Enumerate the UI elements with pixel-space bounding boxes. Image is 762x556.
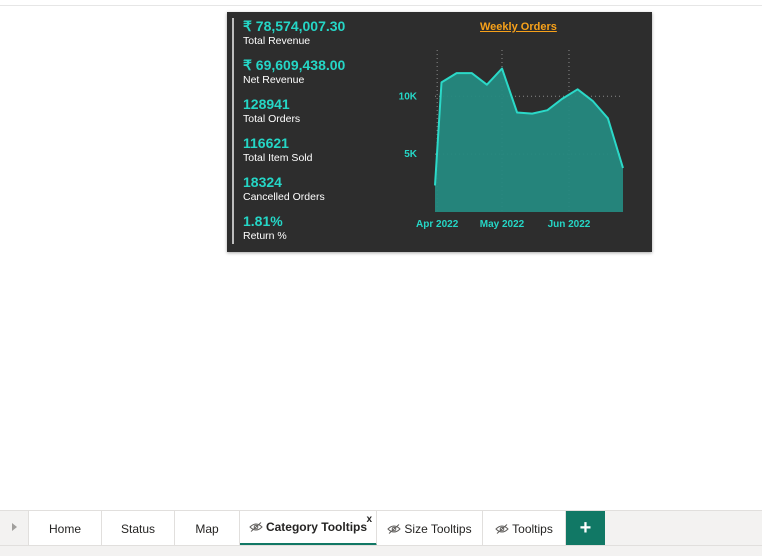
kpi-total-item-sold: 116621 Total Item Sold xyxy=(243,135,312,165)
data-point xyxy=(456,72,458,74)
data-point xyxy=(546,109,548,111)
data-point xyxy=(622,167,624,169)
series-area xyxy=(435,68,623,212)
kpi-label: Total Orders xyxy=(243,113,301,125)
chart-title: Weekly Orders xyxy=(480,21,557,33)
kpi-label: Return % xyxy=(243,230,287,242)
tab-label: Home xyxy=(48,521,81,536)
kpi-cancelled-orders: 18324 Cancelled Orders xyxy=(243,174,325,204)
kpi-divider xyxy=(232,18,234,244)
add-page-button[interactable]: + xyxy=(566,511,605,546)
data-point xyxy=(501,68,503,70)
page-tab-bar: Home Status Map Category Tooltips x Size… xyxy=(0,510,762,546)
y-tick-label: 10K xyxy=(399,91,418,102)
chevron-right-icon[interactable] xyxy=(12,523,17,531)
x-tick-label: Apr 2022 xyxy=(416,219,459,230)
data-point xyxy=(434,184,436,186)
y-tick-label: 5K xyxy=(404,149,418,160)
chart-tick-labels: 5K 10K Apr 2022 May 2022 Jun 2022 xyxy=(399,91,591,230)
kpi-net-revenue: ₹ 69,609,438.00 Net Revenue xyxy=(243,57,345,87)
close-icon[interactable]: x xyxy=(366,514,372,525)
tab-label: Status xyxy=(120,521,156,536)
kpi-value: 128941 xyxy=(243,96,290,112)
kpi-value: 116621 xyxy=(243,135,289,151)
data-point xyxy=(440,81,442,83)
data-point xyxy=(592,100,594,102)
tab-label: Tooltips xyxy=(512,521,553,536)
kpi-label: Total Revenue xyxy=(243,35,311,47)
data-point xyxy=(607,117,609,119)
kpi-total-revenue: ₹ 78,574,007.30 Total Revenue xyxy=(243,18,345,48)
data-point xyxy=(531,113,533,115)
tab-home[interactable]: Home xyxy=(28,511,102,546)
kpi-value: ₹ 69,609,438.00 xyxy=(243,57,346,73)
tab-status[interactable]: Status xyxy=(102,511,175,546)
kpi-value: ₹ 78,574,007.30 xyxy=(243,18,346,34)
weekly-orders-chart: 5K 10K Apr 2022 May 2022 Jun 2022 xyxy=(399,50,624,230)
tooltip-card: ₹ 78,574,007.30 Total Revenue ₹ 69,609,4… xyxy=(227,12,652,252)
plus-icon: + xyxy=(579,517,592,539)
kpi-label: Total Item Sold xyxy=(243,152,313,164)
data-point xyxy=(577,88,579,90)
tab-label: Category Tooltips xyxy=(265,520,368,534)
kpi-value: 18324 xyxy=(243,174,282,190)
data-point xyxy=(561,98,563,100)
tab-label: Size Tooltips xyxy=(404,521,472,536)
kpi-label: Cancelled Orders xyxy=(243,191,325,203)
kpi-label: Net Revenue xyxy=(243,74,305,86)
data-point xyxy=(516,111,518,113)
kpi-value: 1.81% xyxy=(243,213,283,229)
kpi-total-orders: 128941 Total Orders xyxy=(243,96,300,126)
tab-label: Map xyxy=(195,521,219,536)
tab-size-tooltips[interactable]: Size Tooltips xyxy=(377,511,483,546)
kpi-return-pct: 1.81% Return % xyxy=(243,213,287,243)
eye-hidden-icon xyxy=(387,523,402,534)
data-point xyxy=(486,84,488,86)
eye-hidden-icon xyxy=(495,523,509,534)
x-tick-label: Jun 2022 xyxy=(548,219,591,230)
eye-hidden-icon xyxy=(249,522,263,532)
status-strip xyxy=(0,545,762,556)
data-point xyxy=(471,72,473,74)
tab-category-tooltips[interactable]: Category Tooltips x xyxy=(240,511,377,546)
top-divider xyxy=(0,0,762,6)
tab-map[interactable]: Map xyxy=(175,511,240,546)
series-line xyxy=(434,67,624,186)
x-tick-label: May 2022 xyxy=(480,219,525,230)
tab-tooltips[interactable]: Tooltips xyxy=(483,511,566,546)
